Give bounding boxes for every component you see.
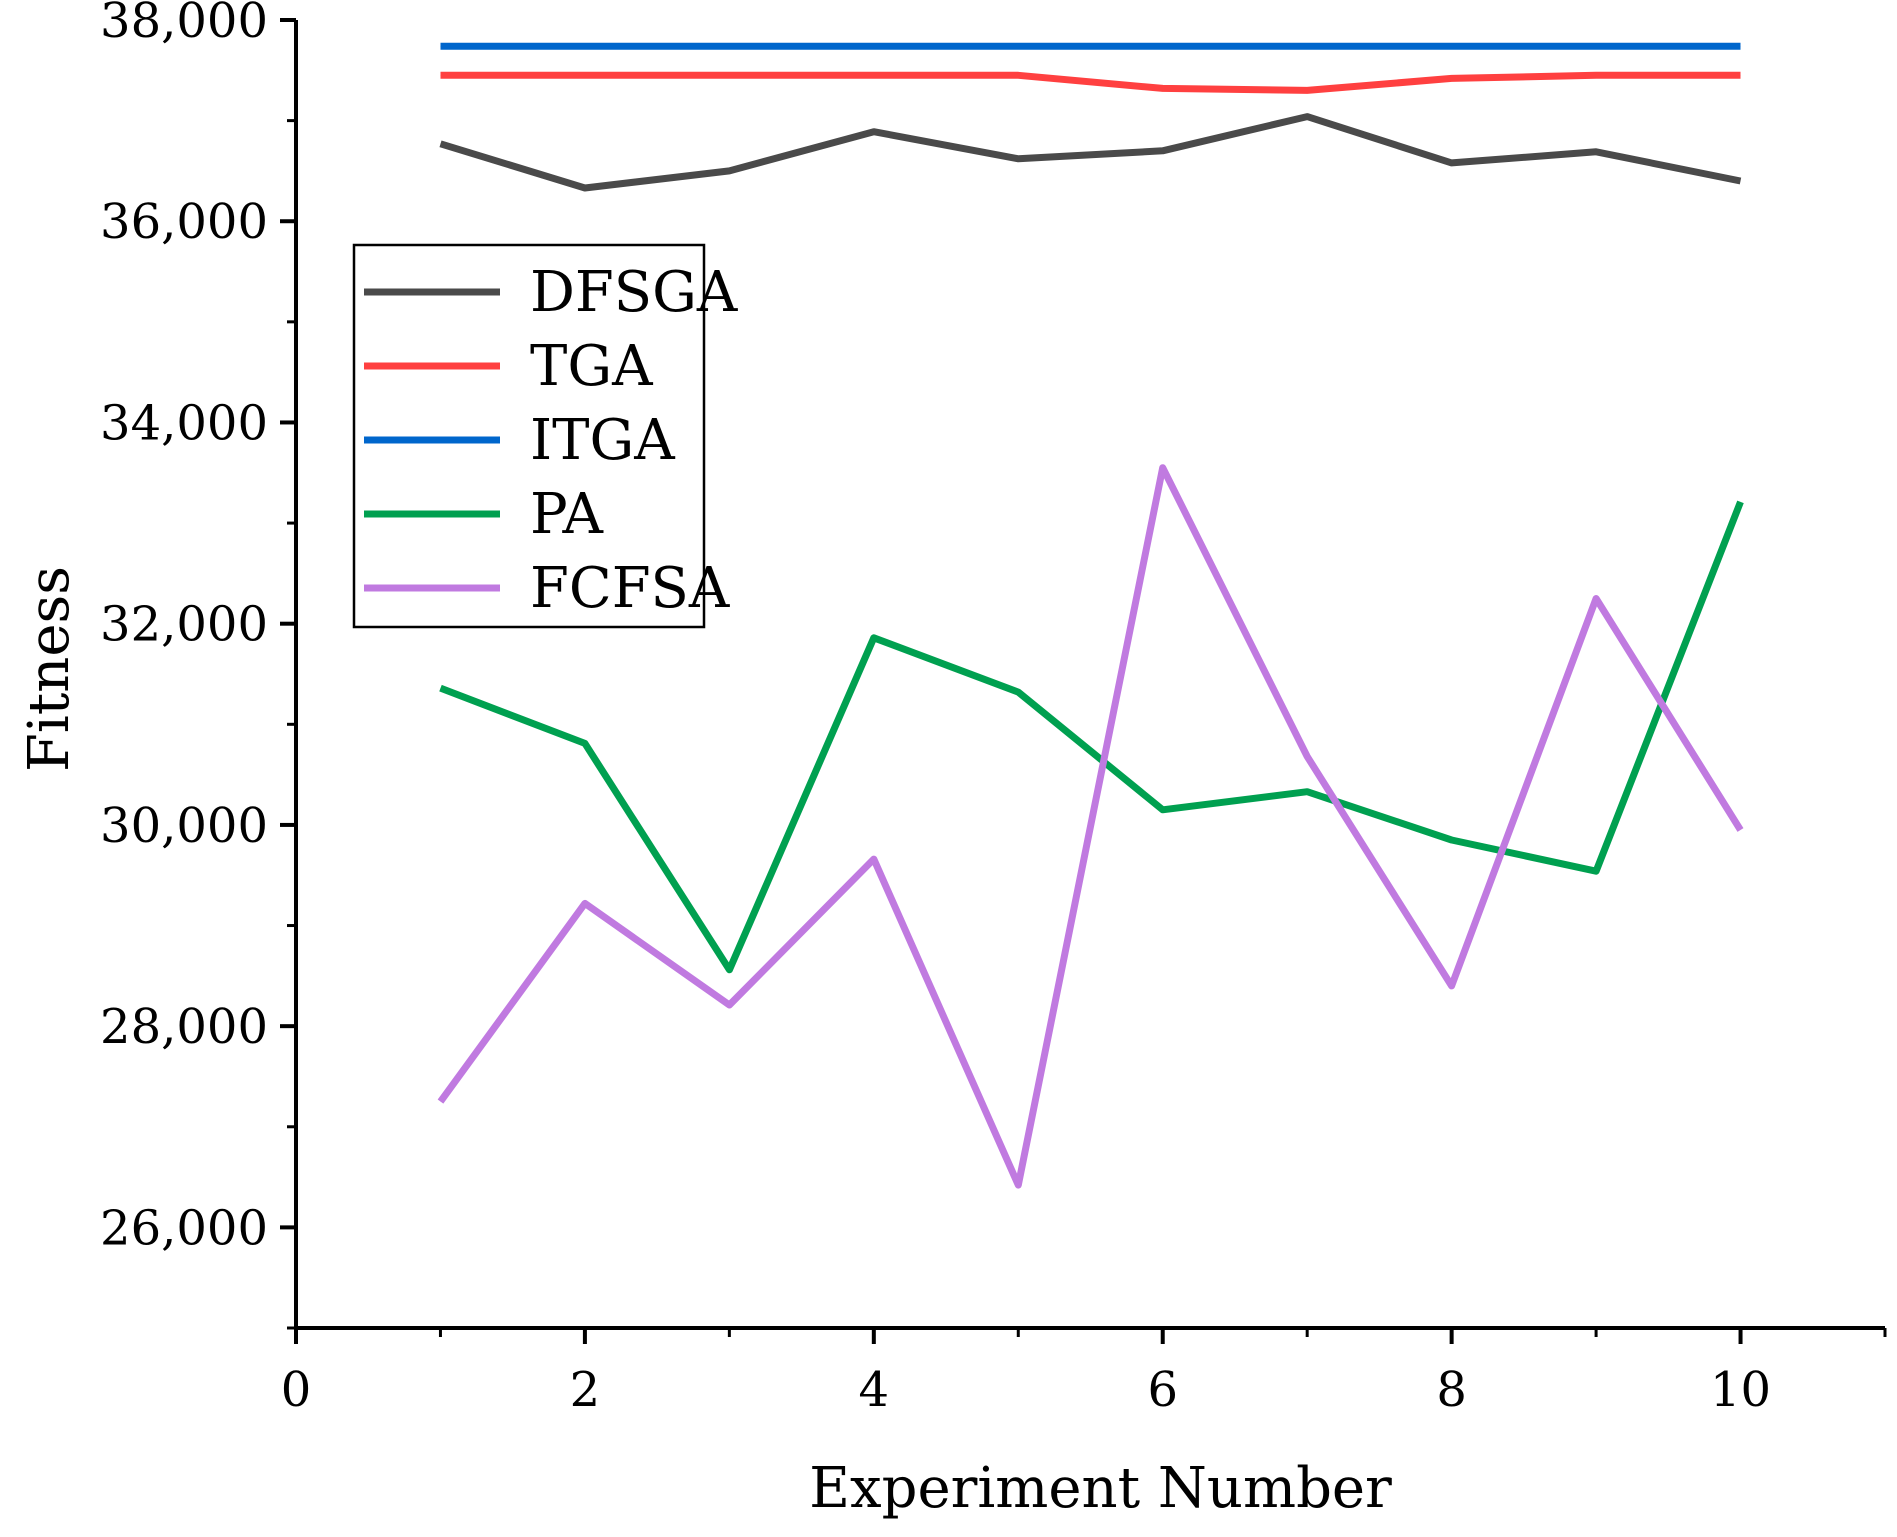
- y-tick-label: 38,000: [100, 0, 268, 49]
- y-axis-title: Fitness: [17, 566, 82, 772]
- y-axis-ticks: 26,000 28,000 30,000 32,000 34,000 36,000 38,0…: [100, 0, 296, 1328]
- series-line-tga: [441, 75, 1741, 90]
- y-tick-label: 28,000: [100, 999, 268, 1055]
- series-tga: [440, 75, 1740, 90]
- x-tick-label: 2: [570, 1362, 601, 1418]
- y-tick-label: 34,000: [100, 395, 268, 451]
- legend-label-pa: PA: [530, 482, 604, 547]
- legend-label-fcfsa: FCFSA: [530, 556, 730, 621]
- y-tick-label: 30,000: [100, 798, 268, 854]
- series-dfsga: [440, 116, 1740, 188]
- x-tick-label: 10: [1710, 1362, 1771, 1418]
- x-tick-label: 4: [859, 1362, 890, 1418]
- x-axis-ticks: 0 2 4 6 8 10: [281, 1328, 1885, 1418]
- legend-label-tga: TGA: [530, 334, 653, 399]
- y-tick-label: 26,000: [100, 1200, 268, 1256]
- legend: DFSGA TGA ITGA PA FCFSA: [354, 245, 738, 627]
- x-tick-label: 8: [1436, 1362, 1467, 1418]
- x-axis-title: Experiment Number: [809, 1456, 1392, 1521]
- y-tick-label: 32,000: [100, 597, 268, 653]
- x-tick-label: 6: [1147, 1362, 1178, 1418]
- x-tick-label: 0: [281, 1362, 312, 1418]
- legend-label-dfsga: DFSGA: [530, 260, 738, 325]
- legend-label-itga: ITGA: [530, 408, 675, 473]
- y-tick-label: 36,000: [100, 194, 268, 250]
- series-line-dfsga: [441, 117, 1741, 188]
